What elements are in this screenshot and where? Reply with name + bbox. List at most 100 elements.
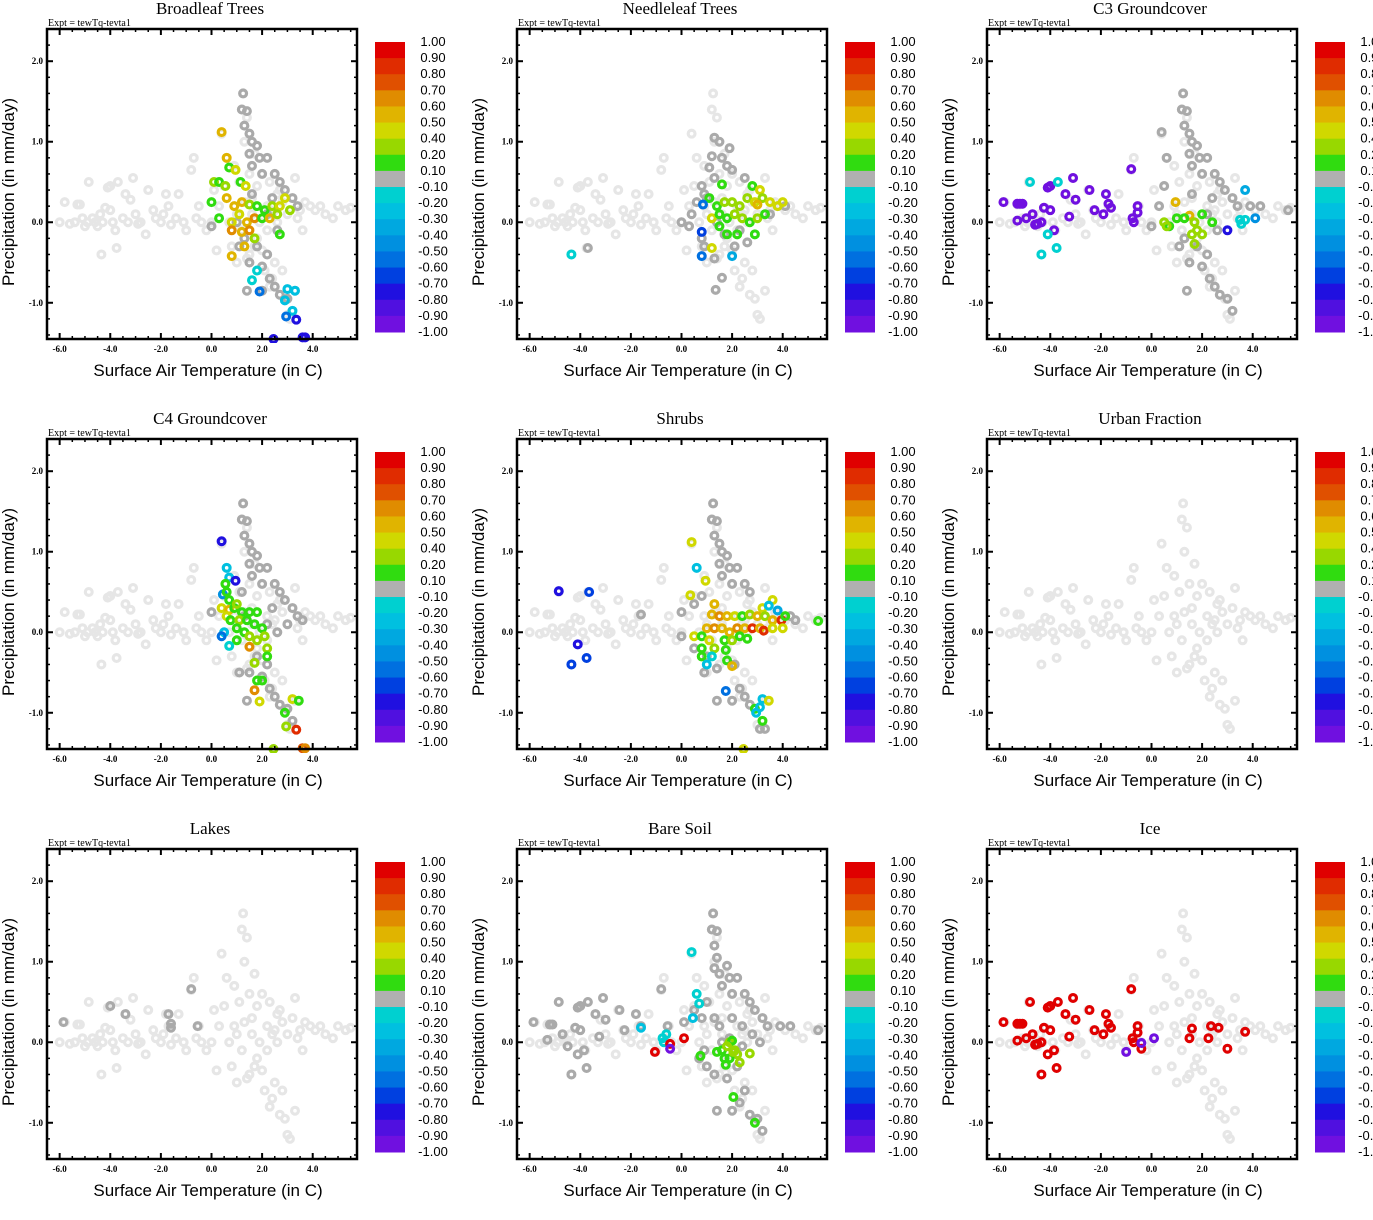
background-point [709,546,720,557]
colored-point [252,265,263,276]
x-tick-label: 4.0 [307,344,319,354]
colored-point [780,611,791,622]
expt-label: Expt = tewTq-tevta1 [48,428,131,439]
colorbar-label: 0.60 [1360,98,1373,113]
y-tick-label: 1.0 [972,547,984,557]
colorbar-label: 0.80 [890,886,915,901]
gray-point [239,530,250,541]
background-point [1164,627,1175,638]
background-point [54,1037,65,1048]
background-point [166,219,177,230]
background-point [69,1037,80,1048]
colored-point [1222,225,1233,236]
x-tick-label: -2.0 [1094,754,1109,764]
colored-point [262,651,273,662]
colorbar-swatch [845,122,875,140]
background-point [1178,908,1189,919]
y-tick-label: -1.0 [969,298,984,308]
colored-point [1045,181,1056,192]
background-point [636,219,647,230]
colorbar-swatch [375,122,405,140]
background-point [211,1065,222,1076]
plot-frame [985,27,1299,341]
colorbar-swatch [845,235,875,252]
background-point [1171,1077,1182,1088]
background-point [1179,546,1190,557]
background-point [1260,619,1271,630]
colored-point [754,702,765,713]
colored-point [742,193,753,204]
background-point [610,1049,621,1060]
colored-point [1189,238,1200,249]
colored-point [225,615,236,626]
gray-point [287,193,298,204]
colorbar-label: -0.40 [1358,1047,1373,1062]
colored-point [1052,176,1063,187]
plot-frame [985,437,1299,751]
background-point [1174,996,1185,1007]
background-point [83,586,94,597]
background-point [327,623,338,634]
colorbar-swatch [375,251,405,269]
colorbar-swatch [1315,1103,1345,1121]
colorbar-label: 0.80 [1360,476,1373,491]
background-point [696,1061,707,1072]
colorbar-label: 0.80 [1360,886,1373,901]
gray-point [686,209,697,220]
gray-point [279,595,290,606]
gray-point [1214,176,1225,187]
background-point [1197,655,1208,666]
y-axis-label: Precipitation (in mm/day) [0,508,18,696]
colorbar-label: 1.00 [890,444,915,459]
colored-point [206,197,217,208]
background-point [246,1013,257,1024]
colorbar-swatch [845,580,875,598]
background-point [97,1037,108,1048]
colorbar-swatch [845,138,875,156]
gray-point [739,691,750,702]
x-tick-label: 0.0 [1146,1164,1158,1174]
colorbar-label: 0.90 [1360,870,1373,885]
background-point [1209,1077,1220,1088]
background-point [96,249,107,260]
colorbar-label: -0.10 [888,589,918,604]
background-point [1121,225,1132,236]
background-point [249,968,260,979]
colorbar-swatch [1315,170,1345,188]
background-point [297,1045,308,1056]
colorbar-swatch [1315,122,1345,140]
colorbar-label: -1.00 [418,734,448,749]
gray-point [679,1017,690,1028]
x-tick-label: -6.0 [53,1164,68,1174]
background-point [1202,1021,1213,1032]
background-point [290,992,301,1003]
background-point [1217,607,1228,618]
colored-point [716,623,727,634]
colored-point [763,600,774,611]
colorbar-label: -0.10 [418,179,448,194]
colored-point [264,213,275,224]
background-point [269,257,280,268]
background-point [1169,160,1180,171]
colorbar-label: 0.80 [420,476,445,491]
colorbar-label: 0.70 [890,492,915,507]
background-point [666,217,677,228]
colorbar-swatch [375,1119,405,1137]
gray-point [262,249,273,260]
background-point [1161,972,1172,983]
colored-point [291,314,302,325]
background-point [1169,611,1180,622]
scatter-plot: C3 Groundcover Expt = tewTq-tevta1 -6.0 -4.… [939,0,1373,380]
background-point [135,217,146,228]
y-tick-label: 1.0 [32,547,44,557]
colored-point [729,209,740,220]
gray-point [254,562,265,573]
background-point [704,586,715,597]
background-point [994,1037,1005,1048]
gray-point [1202,209,1213,220]
gray-point [246,189,257,200]
background-point [272,1037,283,1048]
colorbar-label: 1.00 [1360,854,1373,869]
background-point [630,599,641,610]
background-point [262,1045,273,1056]
